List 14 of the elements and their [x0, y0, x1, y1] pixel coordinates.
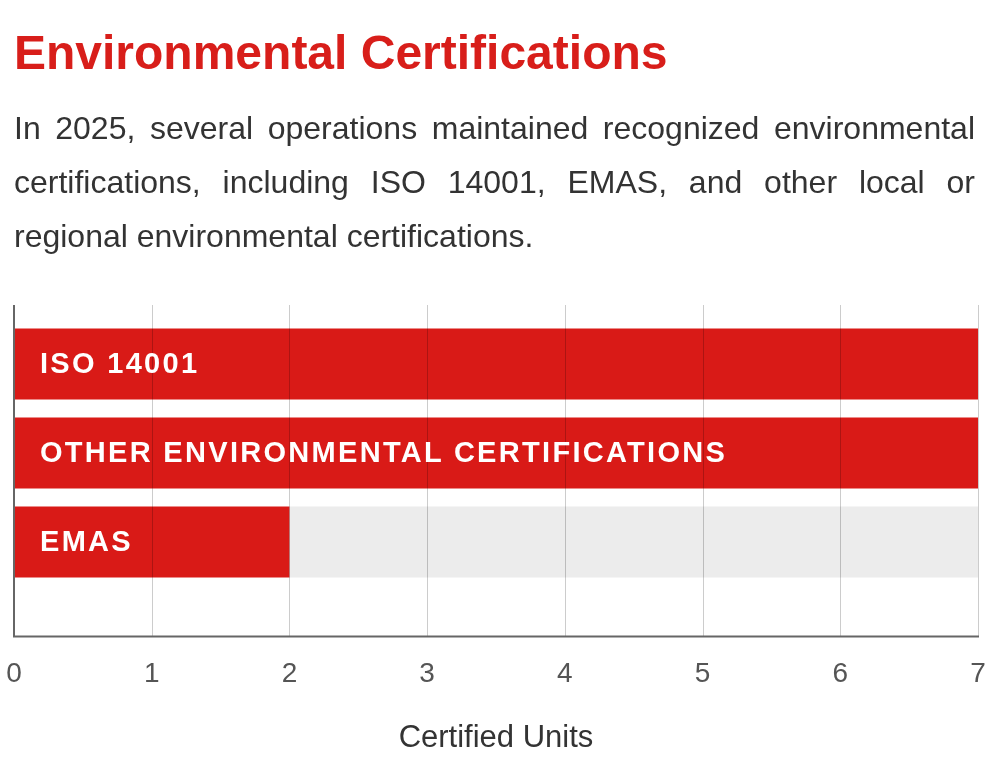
x-tick-label: 0 [6, 656, 22, 688]
y-tick-label: EMAS [40, 525, 133, 557]
x-tick-label: 1 [143, 656, 160, 688]
x-axis-title: Certified Units [398, 718, 594, 754]
x-tick-label: 2 [281, 656, 298, 688]
x-tick-label: 4 [557, 656, 573, 688]
y-tick-label: ISO 14001 [40, 347, 200, 379]
x-tick-label: 7 [970, 656, 986, 688]
y-tick-label: OTHER ENVIRONMENTAL CERTIFICATIONS [40, 436, 728, 468]
x-tick-label: 3 [419, 656, 435, 688]
chart-title: Environmental Certifications [14, 25, 668, 80]
chart-subtitle: In 2025, several operations maintained recognized environmental certifications, including ISO 14001, EMAS, and other local or regional environmental certifications. [14, 109, 975, 256]
x-tick-label: 6 [832, 656, 849, 688]
x-tick-label: 5 [694, 656, 711, 688]
